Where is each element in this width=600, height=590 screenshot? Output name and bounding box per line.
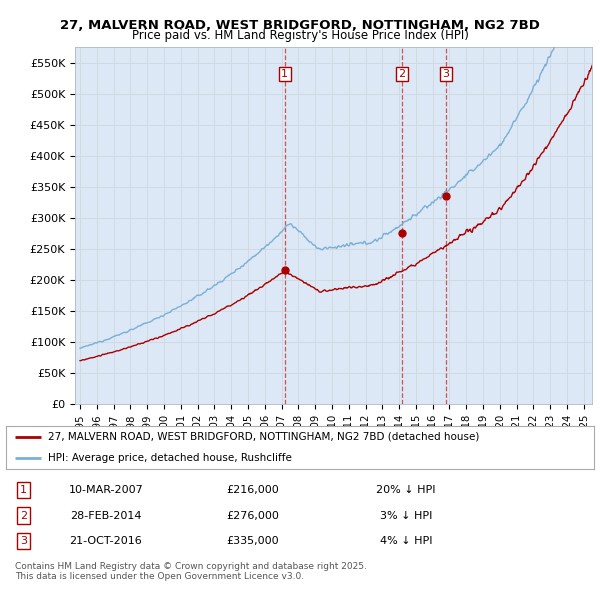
Text: 1: 1 xyxy=(281,69,288,79)
Text: 28-FEB-2014: 28-FEB-2014 xyxy=(70,510,142,520)
Text: 3% ↓ HPI: 3% ↓ HPI xyxy=(380,510,432,520)
Text: 3: 3 xyxy=(20,536,27,546)
Text: Contains HM Land Registry data © Crown copyright and database right 2025.
This d: Contains HM Land Registry data © Crown c… xyxy=(15,562,367,581)
Text: 27, MALVERN ROAD, WEST BRIDGFORD, NOTTINGHAM, NG2 7BD: 27, MALVERN ROAD, WEST BRIDGFORD, NOTTIN… xyxy=(60,19,540,32)
Text: £216,000: £216,000 xyxy=(227,486,280,495)
Text: 21-OCT-2016: 21-OCT-2016 xyxy=(70,536,142,546)
Text: £335,000: £335,000 xyxy=(227,536,279,546)
Text: 2: 2 xyxy=(398,69,406,79)
Text: HPI: Average price, detached house, Rushcliffe: HPI: Average price, detached house, Rush… xyxy=(49,453,292,463)
Text: 10-MAR-2007: 10-MAR-2007 xyxy=(68,486,143,495)
Text: 20% ↓ HPI: 20% ↓ HPI xyxy=(376,486,436,495)
Text: 4% ↓ HPI: 4% ↓ HPI xyxy=(380,536,432,546)
Text: 3: 3 xyxy=(443,69,449,79)
Text: 27, MALVERN ROAD, WEST BRIDGFORD, NOTTINGHAM, NG2 7BD (detached house): 27, MALVERN ROAD, WEST BRIDGFORD, NOTTIN… xyxy=(49,432,480,442)
Text: 1: 1 xyxy=(20,486,27,495)
Text: Price paid vs. HM Land Registry's House Price Index (HPI): Price paid vs. HM Land Registry's House … xyxy=(131,30,469,42)
Text: 2: 2 xyxy=(20,510,27,520)
Text: £276,000: £276,000 xyxy=(227,510,280,520)
